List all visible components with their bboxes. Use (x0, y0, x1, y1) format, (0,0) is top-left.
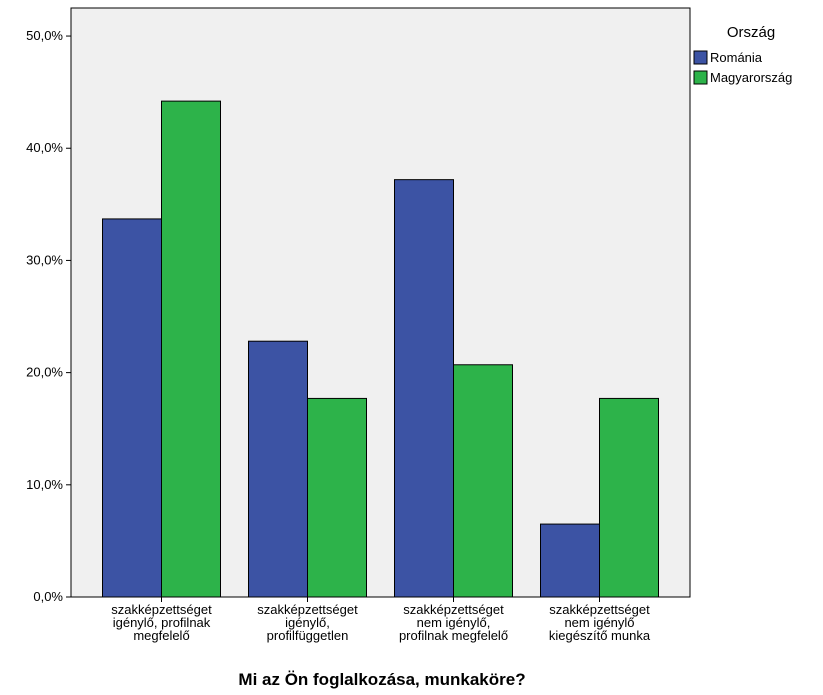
bar-magyarorszag (599, 397, 659, 598)
y-tick-label: 50,0% (26, 28, 63, 43)
bar-magyarorszag (453, 364, 513, 598)
x-category-label: szakképzettséget igénylő, profilfüggetlen (257, 602, 358, 643)
y-tick-label: 20,0% (26, 365, 63, 380)
bar-romania (248, 340, 308, 598)
y-tick-label: 0,0% (33, 589, 63, 604)
bar-romania (394, 179, 454, 598)
x-category-label: szakképzettséget nem igénylő kiegészítő mu… (549, 602, 651, 643)
x-axis-title: Mi az Ön foglalkozása, munkaköre? (238, 670, 525, 689)
bar-romania (102, 218, 162, 598)
legend-title: Ország (727, 24, 775, 41)
legend-label: Románia (710, 50, 763, 65)
x-axis: szakképzettséget igénylő, profilnak megfel… (111, 597, 651, 643)
legend-swatch (693, 70, 708, 85)
y-axis: 0,0% 10,0% 20,0% 30,0% 40,0% 50,0% (26, 28, 71, 604)
y-tick-label: 10,0% (26, 477, 63, 492)
legend-label: Magyarország (710, 70, 792, 85)
bar-romania (540, 523, 600, 598)
legend: Ország Románia Magyarország (693, 24, 792, 85)
x-category-label: szakképzettséget igénylő, profilnak megfel… (111, 602, 212, 643)
x-category-label: szakképzettséget nem igénylő, profilnak me… (399, 602, 508, 643)
y-tick-label: 40,0% (26, 140, 63, 155)
bars-group (102, 100, 659, 598)
legend-swatch (693, 50, 708, 65)
y-tick-label: 30,0% (26, 252, 63, 267)
bar-magyarorszag (161, 100, 221, 598)
bar-magyarorszag (307, 397, 367, 598)
